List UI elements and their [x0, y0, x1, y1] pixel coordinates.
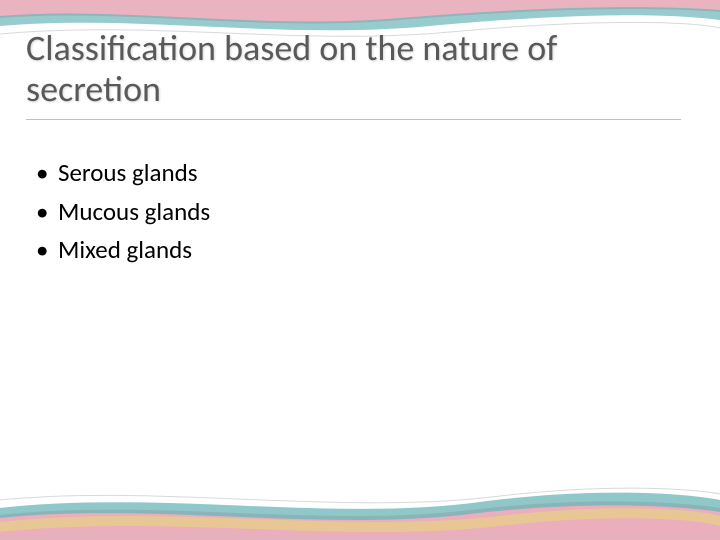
list-item: Mucous glands [36, 193, 680, 232]
slide-title: Classification based on the nature of se… [26, 28, 680, 111]
slide-content: Classification based on the nature of se… [0, 0, 720, 270]
decorative-wave-bottom [0, 460, 720, 540]
bullet-list: Serous glands Mucous glands Mixed glands [26, 154, 680, 270]
list-item: Mixed glands [36, 231, 680, 270]
list-item: Serous glands [36, 154, 680, 193]
title-underline [26, 119, 681, 120]
